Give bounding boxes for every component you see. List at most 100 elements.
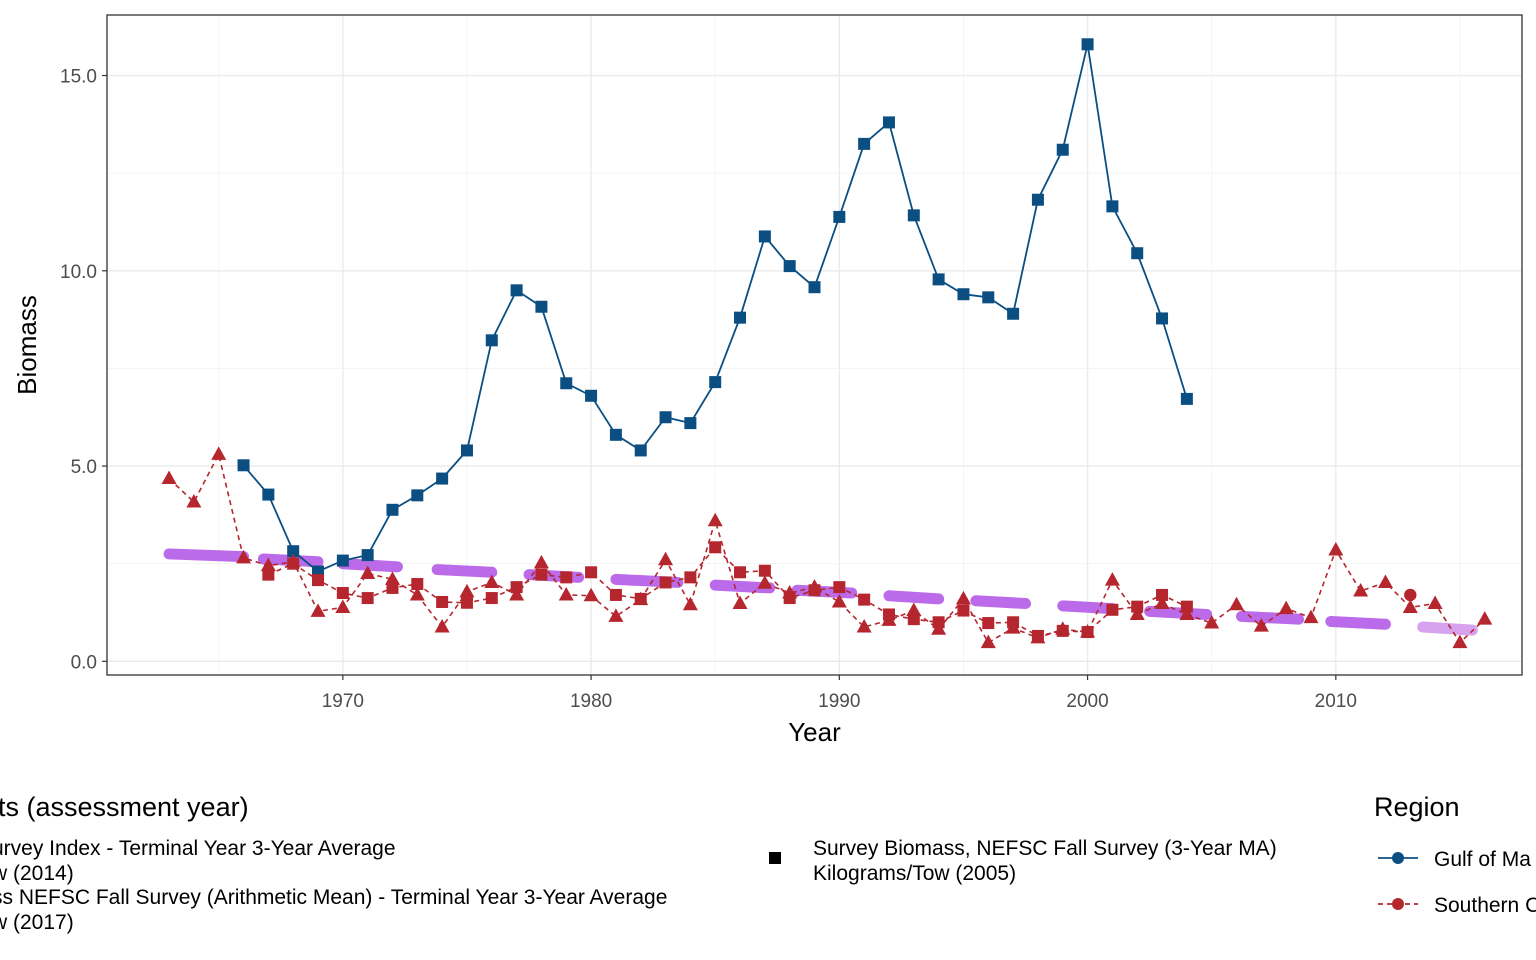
triangle-point <box>310 603 326 617</box>
units-legend-label: urvey Index - Terminal Year 3-Year Avera… <box>0 837 396 860</box>
series-gulf <box>237 38 1193 578</box>
triangle-point <box>906 602 922 617</box>
reference-segment <box>1057 600 1118 615</box>
square-point <box>1156 588 1169 601</box>
plot-panel-border <box>106 14 1523 676</box>
square-point <box>1031 193 1044 206</box>
triangle-point <box>658 551 674 566</box>
square-point <box>1056 143 1069 156</box>
series <box>161 38 1493 649</box>
square-point <box>237 459 250 472</box>
reference-segment <box>431 564 498 578</box>
series-line <box>168 452 1486 644</box>
square-point <box>510 284 523 297</box>
y-axis-title: Biomass <box>12 295 42 395</box>
x-axis-title: Year <box>788 717 841 747</box>
region-legend-dot <box>1392 898 1404 910</box>
triangle-point <box>707 512 723 527</box>
square-point <box>436 472 449 485</box>
triangle-point <box>384 571 400 585</box>
units-legend-label: ss NEFSC Fall Survey (Arithmetic Mean) -… <box>0 886 667 909</box>
square-point <box>1081 38 1094 51</box>
square-point <box>560 571 573 584</box>
square-point <box>411 578 424 591</box>
square-point <box>882 116 895 129</box>
region-legend-dot <box>1392 852 1404 864</box>
triangle-point <box>1477 611 1493 625</box>
square-point <box>361 592 374 605</box>
triangle-point <box>1129 606 1145 620</box>
square-point <box>932 616 945 629</box>
square-point <box>1180 600 1193 613</box>
square-point <box>1106 603 1119 616</box>
triangle-point <box>757 575 773 589</box>
reference-segment <box>1417 621 1478 636</box>
square-point <box>758 564 771 577</box>
square-point <box>287 545 300 558</box>
y-tick-label: 15.0 <box>60 67 97 88</box>
square-point <box>436 595 449 608</box>
triangle-point <box>1402 599 1418 613</box>
square-point <box>858 137 871 150</box>
square-point <box>684 417 697 430</box>
triangle-point <box>161 470 177 485</box>
triangle-point <box>1328 542 1344 556</box>
reference-segment <box>1144 605 1213 620</box>
units-legend-label: Survey Biomass, NEFSC Fall Survey (3-Yea… <box>813 837 1277 860</box>
square-point <box>833 210 846 223</box>
square-point <box>560 377 573 390</box>
region-legend-label: Gulf of Ma <box>1434 848 1531 871</box>
square-point <box>535 568 548 581</box>
square-point <box>1156 312 1169 325</box>
triangle-point <box>1229 596 1245 611</box>
square-point <box>634 444 647 457</box>
square-point <box>1007 307 1020 320</box>
square-point <box>1131 247 1144 260</box>
legend-square-icon <box>769 852 781 864</box>
square-point <box>932 273 945 286</box>
legend: its (assessment year) urvey Index - Termi… <box>0 792 1536 934</box>
x-tick-label: 1990 <box>818 691 860 712</box>
triangle-point <box>608 608 624 622</box>
square-point <box>1131 600 1144 613</box>
square-point <box>535 300 548 313</box>
square-point <box>684 571 697 584</box>
square-point <box>336 586 349 599</box>
series-southern <box>161 446 1493 649</box>
triangle-point <box>682 596 698 611</box>
square-point <box>709 541 722 554</box>
triangle-point <box>1427 595 1443 610</box>
triangle-point <box>335 599 351 613</box>
units-legend-title: its (assessment year) <box>0 792 249 822</box>
square-point <box>1007 616 1020 629</box>
square-point <box>485 592 498 605</box>
units-legend-label: w (2017) <box>0 911 74 934</box>
triangle-point <box>533 554 549 569</box>
square-point <box>1056 624 1069 637</box>
triangle-point <box>1278 600 1294 615</box>
x-tick-label: 1970 <box>322 691 364 712</box>
square-point <box>411 489 424 502</box>
triangle-point <box>732 595 748 610</box>
square-point <box>907 613 920 626</box>
square-point <box>709 376 722 389</box>
triangle-point <box>1204 615 1220 629</box>
units-legend-label: w (2014) <box>0 862 74 885</box>
reference-segment <box>970 595 1032 610</box>
x-tick-label: 1980 <box>570 691 612 712</box>
square-point <box>783 260 796 273</box>
square-point <box>1106 200 1119 213</box>
square-point <box>734 566 747 579</box>
square-point <box>336 554 349 567</box>
triangle-point <box>236 549 252 564</box>
square-point <box>460 596 473 609</box>
square-point <box>783 592 796 605</box>
y-tick-label: 5.0 <box>71 457 97 478</box>
square-point <box>386 503 399 516</box>
square-point <box>957 604 970 617</box>
square-point <box>634 592 647 605</box>
square-point <box>609 588 622 601</box>
square-point <box>262 568 275 581</box>
triangle-point <box>260 557 276 572</box>
triangle-point <box>1253 618 1269 632</box>
